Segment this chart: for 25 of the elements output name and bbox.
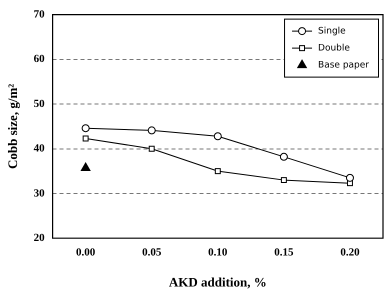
y-tick-label: 70 <box>34 8 46 20</box>
x-tick-label: 0.10 <box>208 246 228 259</box>
point <box>280 152 288 161</box>
y-tick-label: 20 <box>34 232 46 244</box>
y-axis-title: Cobb size, g/m² <box>5 84 20 169</box>
y-tick-label: 30 <box>34 187 46 200</box>
point <box>214 132 222 140</box>
legend-label: Double <box>318 43 350 54</box>
point <box>280 177 287 184</box>
point <box>82 124 90 132</box>
legend-label: Single <box>318 26 346 36</box>
y-tick-label: 50 <box>34 98 46 110</box>
y-tick-label: 60 <box>34 53 46 66</box>
legend-label: Base paper <box>318 60 370 70</box>
x-tick-label: 0.15 <box>274 246 294 259</box>
x-tick-label: 0.20 <box>340 246 360 259</box>
x-tick-label: 0.05 <box>142 246 162 259</box>
point <box>148 146 155 152</box>
x-tick-label: 0.00 <box>76 246 96 259</box>
y-tick-label: 40 <box>34 142 46 155</box>
point <box>82 136 89 142</box>
point <box>148 126 156 134</box>
point <box>346 174 354 182</box>
x-axis-title: AKD addition, % <box>168 274 267 290</box>
point <box>214 168 221 174</box>
